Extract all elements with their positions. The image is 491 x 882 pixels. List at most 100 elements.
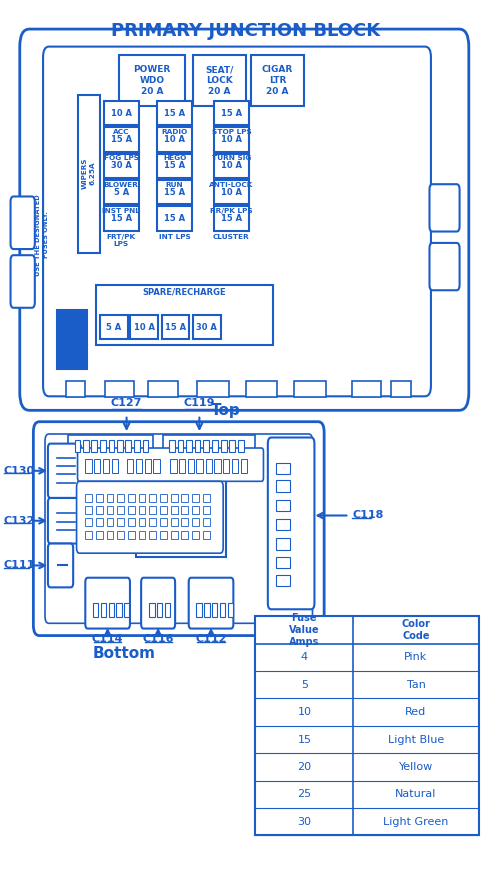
Bar <box>111 459 118 474</box>
Text: 15 A: 15 A <box>164 188 185 197</box>
Bar <box>75 440 81 452</box>
Bar <box>117 440 123 452</box>
Bar <box>170 459 177 474</box>
Bar <box>157 101 192 125</box>
Bar <box>117 531 124 539</box>
Bar <box>214 180 249 205</box>
Bar <box>100 440 106 452</box>
Text: HEGO: HEGO <box>163 155 186 161</box>
Bar <box>148 381 178 397</box>
FancyBboxPatch shape <box>48 498 81 543</box>
Bar <box>94 459 100 474</box>
Bar <box>192 518 199 526</box>
Bar <box>275 557 290 568</box>
FancyBboxPatch shape <box>48 444 81 498</box>
Bar <box>204 603 210 617</box>
Bar <box>124 603 130 617</box>
Bar <box>128 506 135 513</box>
Bar <box>109 440 114 452</box>
Text: C119: C119 <box>184 398 215 407</box>
Bar <box>142 440 148 452</box>
Bar <box>275 500 290 511</box>
Text: 15 A: 15 A <box>164 161 185 170</box>
Bar <box>149 603 155 617</box>
Bar <box>251 56 304 106</box>
FancyBboxPatch shape <box>430 243 460 290</box>
Text: Red: Red <box>406 707 427 717</box>
Bar <box>227 603 233 617</box>
Bar <box>157 153 192 178</box>
Bar <box>206 459 212 474</box>
Text: 30: 30 <box>298 817 311 826</box>
Bar <box>275 481 290 492</box>
Bar <box>165 603 170 617</box>
Text: ACC: ACC <box>113 129 130 135</box>
Text: 15 A: 15 A <box>110 213 132 223</box>
Bar <box>181 518 188 526</box>
Bar <box>85 531 92 539</box>
Bar <box>197 381 228 397</box>
Bar <box>107 518 113 526</box>
Bar <box>104 153 138 178</box>
Bar <box>220 603 225 617</box>
Text: 5 A: 5 A <box>106 323 121 332</box>
Bar <box>138 506 145 513</box>
Text: 15 A: 15 A <box>221 108 242 117</box>
Bar <box>103 459 109 474</box>
Bar <box>96 506 103 513</box>
Bar <box>91 440 97 452</box>
Text: WIPERS
6.25A: WIPERS 6.25A <box>82 158 96 190</box>
Text: RR/PK LPS: RR/PK LPS <box>210 208 253 213</box>
Bar <box>181 495 188 503</box>
Bar <box>203 506 210 513</box>
Bar <box>128 518 135 526</box>
Bar <box>136 459 142 474</box>
Bar <box>196 603 202 617</box>
Bar <box>96 495 103 503</box>
Bar <box>181 531 188 539</box>
Text: 20: 20 <box>297 762 311 772</box>
Text: C112: C112 <box>195 634 227 644</box>
Bar <box>203 495 210 503</box>
Bar <box>104 180 138 205</box>
Bar <box>163 435 255 454</box>
Text: Yellow: Yellow <box>399 762 433 772</box>
Bar <box>186 440 191 452</box>
Text: Light Blue: Light Blue <box>388 735 444 744</box>
Bar <box>193 56 246 106</box>
Bar <box>149 495 156 503</box>
Text: C127: C127 <box>111 398 142 407</box>
Bar <box>104 101 138 125</box>
Bar <box>149 506 156 513</box>
FancyBboxPatch shape <box>77 482 223 553</box>
Text: ANTI-LOCK: ANTI-LOCK <box>209 182 254 188</box>
Text: CIGAR
LTR
20 A: CIGAR LTR 20 A <box>262 65 293 96</box>
Bar <box>104 206 138 231</box>
Bar <box>157 603 163 617</box>
Bar <box>232 459 238 474</box>
Text: Tan: Tan <box>407 680 425 690</box>
Text: 10 A: 10 A <box>134 323 155 332</box>
Text: 4: 4 <box>301 653 308 662</box>
FancyBboxPatch shape <box>10 255 35 308</box>
Bar <box>85 506 92 513</box>
Text: 15 A: 15 A <box>165 323 186 332</box>
Text: C118: C118 <box>353 511 383 520</box>
Bar <box>85 495 92 503</box>
Bar <box>241 459 247 474</box>
Text: 10 A: 10 A <box>221 161 242 170</box>
Bar <box>157 180 192 205</box>
Text: CLUSTER: CLUSTER <box>213 234 250 240</box>
Bar <box>171 495 178 503</box>
Bar <box>134 440 139 452</box>
Bar <box>171 518 178 526</box>
Text: Light Green: Light Green <box>383 817 449 826</box>
Bar <box>194 440 200 452</box>
Bar <box>144 459 151 474</box>
Text: Natural: Natural <box>395 789 436 799</box>
Text: INST PNL: INST PNL <box>102 208 140 213</box>
Bar <box>153 459 160 474</box>
Text: 15: 15 <box>298 735 311 744</box>
Bar <box>66 381 85 397</box>
Text: 5: 5 <box>301 680 308 690</box>
